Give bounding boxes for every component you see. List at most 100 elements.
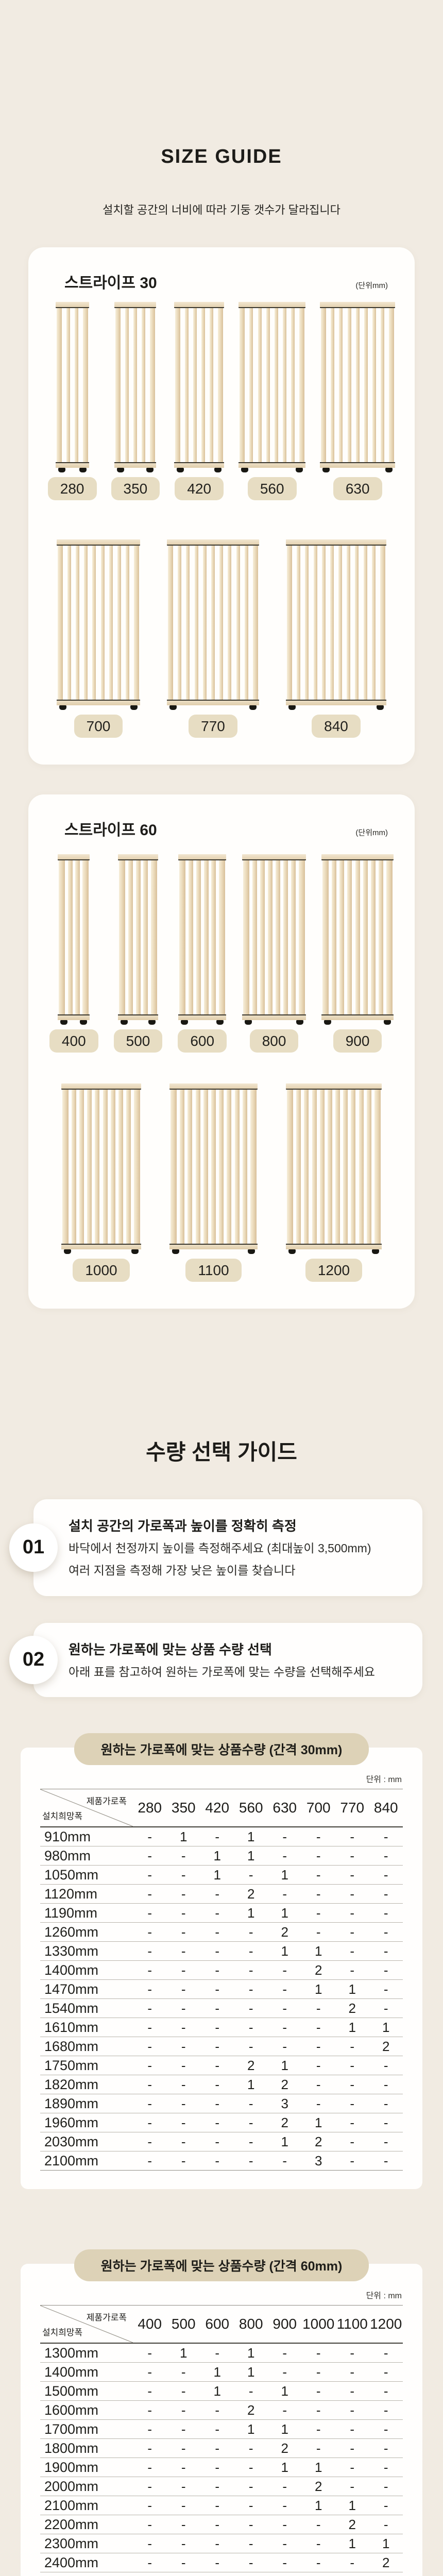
table-row: 1800mm - - - -2- - - xyxy=(40,2438,403,2459)
product-bottom-rail xyxy=(242,1014,306,1020)
column-header-cell: 840 xyxy=(369,1789,403,1828)
table-row: 2300mm - - - - - -1 1 xyxy=(40,2534,403,2554)
quantity-value-cell: 3 xyxy=(268,2094,302,2114)
quantity-value-cell: - xyxy=(268,2151,302,2171)
quantity-value-cell: - xyxy=(166,1960,200,1980)
product-top-rail xyxy=(320,302,396,308)
slat xyxy=(189,860,194,1014)
product-top-rail xyxy=(178,854,227,860)
corner-label-install-width: 설치희망폭 xyxy=(42,1811,83,1822)
product-foot-left xyxy=(288,705,296,710)
quantity-value-cell: - xyxy=(369,2496,403,2516)
table-header-row: 제품가로폭 설치희망폭 280 350 420 560 630 700 770 840 xyxy=(40,1789,403,1828)
quantity-value-cell: - xyxy=(133,2056,167,2076)
quantity-value-cell: - xyxy=(166,2018,200,2038)
column-header-cell: 400 xyxy=(133,2305,167,2344)
quantity-value-cell: - xyxy=(301,1865,335,1885)
product-foot-right xyxy=(249,705,257,710)
quantity-value-cell: - xyxy=(166,1979,200,1999)
quantity-value-cell: - xyxy=(133,2075,167,2095)
quantity-value-cell: - xyxy=(369,2572,403,2576)
table-row: 2000mm - - - - -2- - xyxy=(40,2477,403,2497)
quantity-value-cell: - xyxy=(200,1884,234,1904)
table-row: 2500mm---21--- xyxy=(40,2572,403,2576)
product-foot-left xyxy=(117,468,125,472)
quantity-value-cell: - xyxy=(133,2534,167,2554)
quantity-value-cell: - xyxy=(200,2477,234,2497)
quantity-value-cell: - xyxy=(301,2419,335,2439)
quantity-value-cell: 2 xyxy=(301,1960,335,1980)
quantity-value-cell: - xyxy=(200,2056,234,2076)
row-label-cell: 1600mm xyxy=(40,2400,133,2420)
product-row: 400 500 600 800 900 xyxy=(49,854,394,1053)
quantity-value-cell: - xyxy=(166,2438,200,2459)
product-foot-right xyxy=(372,1249,379,1254)
quantity-value-cell: - xyxy=(369,1998,403,2019)
slat xyxy=(297,546,301,700)
quantity-value-cell: - xyxy=(335,2113,369,2133)
product-bottom-rail xyxy=(320,462,396,468)
slat xyxy=(135,860,141,1014)
quantity-value-cell: - xyxy=(369,2381,403,2401)
quantity-value-cell: - xyxy=(234,1922,268,1942)
slat xyxy=(87,1090,92,1244)
slat xyxy=(236,546,240,700)
quantity-value-cell: - xyxy=(268,2362,302,2382)
size-label-pill: 400 xyxy=(49,1029,98,1053)
quantity-value-cell: - xyxy=(166,2496,200,2516)
slat xyxy=(119,860,125,1014)
quantity-value-cell: - xyxy=(234,2458,268,2478)
quantity-value-cell: - xyxy=(166,2132,200,2152)
quantity-value-cell: - xyxy=(133,2343,167,2363)
quantity-value-cell: - xyxy=(166,2113,200,2133)
quantity-value-cell: - xyxy=(166,2419,200,2439)
product-bottom-rail xyxy=(286,700,386,705)
slat xyxy=(331,308,335,462)
slat xyxy=(133,1090,140,1244)
product-slats xyxy=(118,860,158,1014)
quantity-value-cell: - xyxy=(369,1865,403,1885)
slat xyxy=(62,1090,69,1244)
column-header-cell: 600 xyxy=(200,2305,234,2344)
quantity-value-cell: 2 xyxy=(369,2553,403,2573)
quantity-value-cell: - xyxy=(133,2496,167,2516)
table-corner-cell: 제품가로폭 설치희망폭 xyxy=(40,1789,133,1828)
quantity-value-cell: - xyxy=(133,2419,167,2439)
quantity-value-cell: 2 xyxy=(301,2132,335,2152)
slat xyxy=(305,546,309,700)
quantity-value-cell: - xyxy=(133,2018,167,2038)
row-label-cell: 1050mm xyxy=(40,1865,133,1885)
column-header-cell: 1200 xyxy=(369,2305,403,2344)
quantity-guide-title: 수량 선택 가이드 xyxy=(146,1440,297,1464)
quantity-table: 제품가로폭 설치희망폭 400 500 600 800 900 1000 1100 1200 130… xyxy=(40,2305,403,2576)
quantity-value-cell: - xyxy=(268,2515,302,2535)
size-card-unit-note: (단위mm) xyxy=(355,828,388,837)
slat xyxy=(118,1090,123,1244)
slat xyxy=(227,1090,232,1244)
slat xyxy=(109,546,113,700)
quantity-value-cell: - xyxy=(369,1846,403,1866)
slat xyxy=(268,860,273,1014)
product-foot-left xyxy=(59,705,66,710)
slat xyxy=(343,1090,348,1244)
quantity-value-cell: - xyxy=(133,1922,167,1942)
quantity-value-cell: - xyxy=(166,1941,200,1961)
quantity-value-cell: - xyxy=(369,1884,403,1904)
product-foot-left xyxy=(177,468,184,472)
quantity-value-cell: - xyxy=(301,1998,335,2019)
size-card-header: 스트라이프 60 (단위mm) xyxy=(52,817,391,840)
quantity-value-cell: - xyxy=(200,2113,234,2133)
quantity-value-cell: - xyxy=(369,1941,403,1961)
quantity-value-cell: - xyxy=(301,2572,335,2576)
row-label-cell: 1190mm xyxy=(40,1903,133,1923)
product-foot-left xyxy=(181,1020,189,1025)
quantity-value-cell: 1 xyxy=(268,2572,302,2576)
slat xyxy=(194,546,198,700)
product-slats xyxy=(167,546,259,700)
slat xyxy=(79,1090,84,1244)
quantity-value-cell: 1 xyxy=(234,2419,268,2439)
column-header-cell: 500 xyxy=(166,2305,200,2344)
quantity-value-cell: - xyxy=(166,1903,200,1923)
quantity-value-cell: - xyxy=(200,2037,234,2057)
row-label-cell: 1750mm xyxy=(40,2056,133,2076)
